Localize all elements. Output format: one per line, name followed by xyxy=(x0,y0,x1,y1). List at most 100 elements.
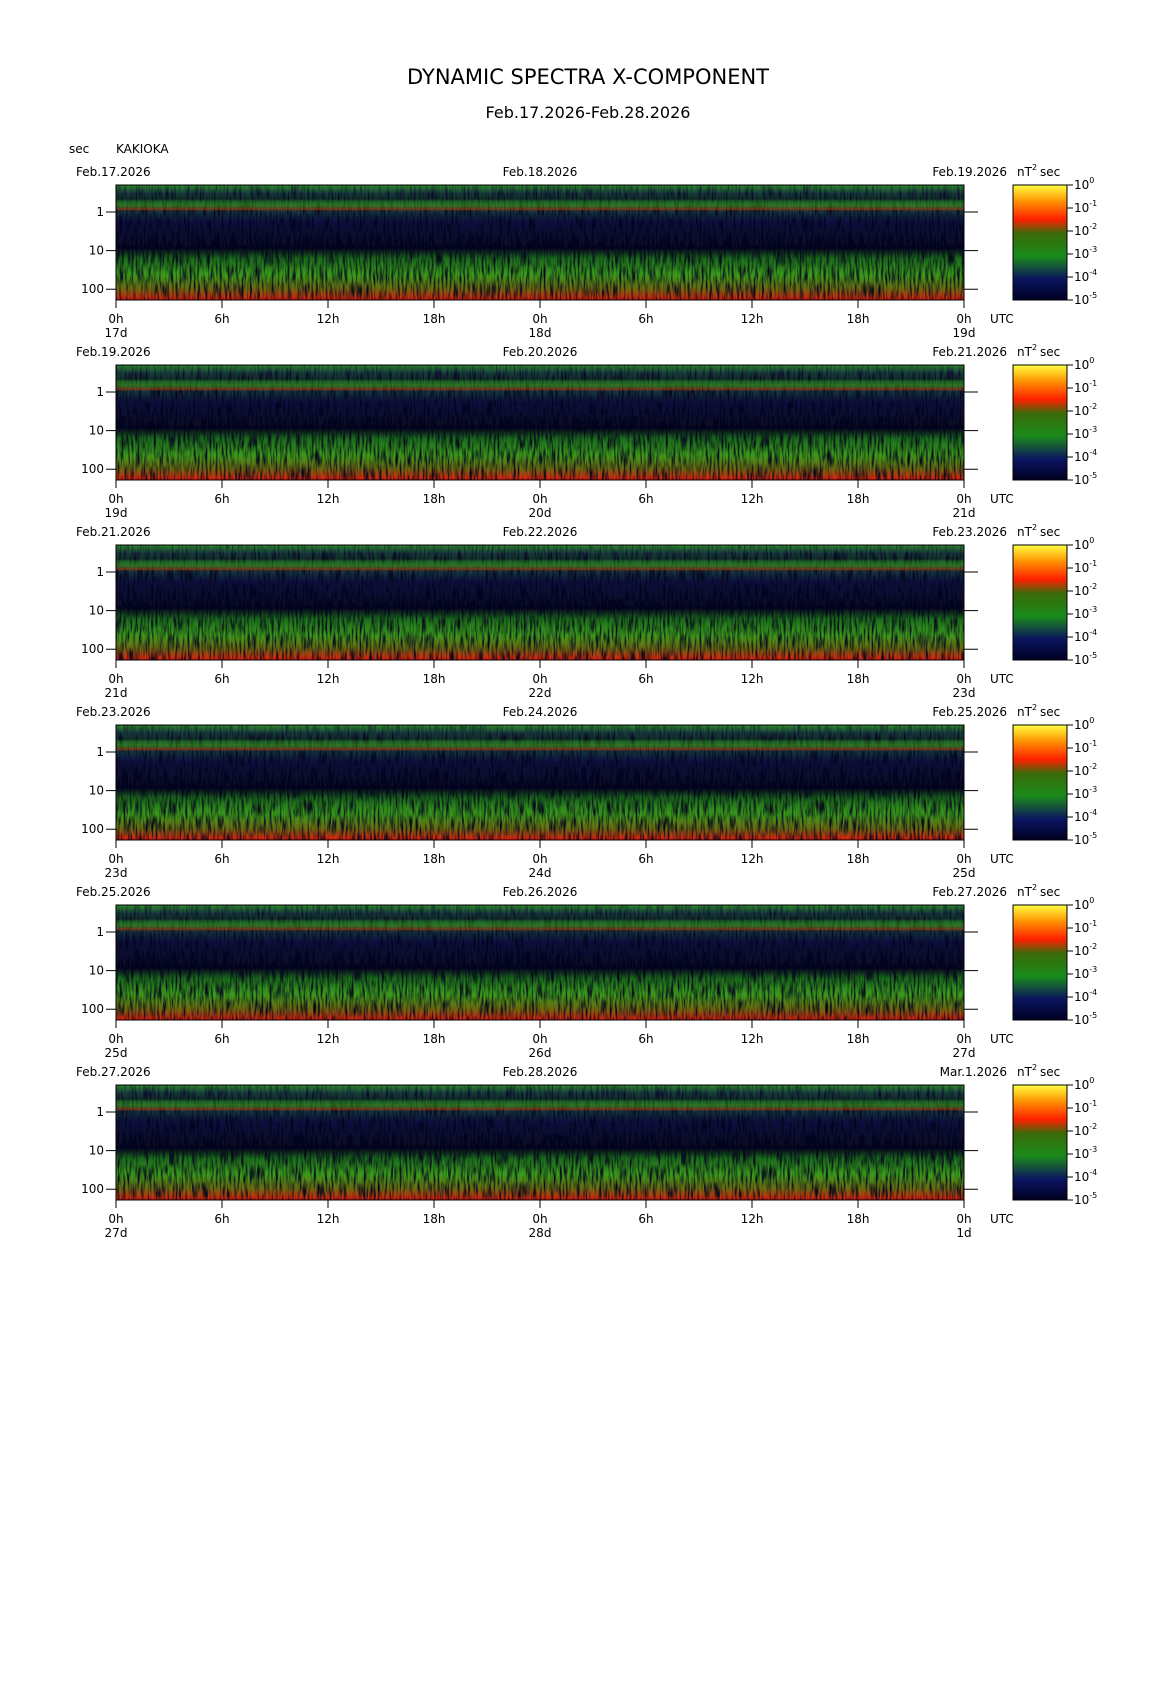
colorbar-tick-exp: -5 xyxy=(1089,291,1097,300)
date-label: Feb.28.2026 xyxy=(503,1065,578,1079)
colorbar-unit: nT2 sec xyxy=(1017,163,1060,179)
colorbar-tick-exp: -3 xyxy=(1089,425,1097,434)
x-tick-label: 18h xyxy=(847,1212,870,1226)
spectrum-upper xyxy=(116,1085,964,1111)
y-tick-label: 100 xyxy=(81,1002,104,1016)
date-label: Feb.21.2026 xyxy=(932,345,1007,359)
colorbar xyxy=(1012,1084,1068,1201)
colorbar-tick-label: 10-5 xyxy=(1074,291,1097,307)
colorbar-tick-base: 10 xyxy=(1074,741,1089,755)
x-unit: UTC xyxy=(990,492,1014,506)
colorbar-tick-exp: -5 xyxy=(1089,831,1097,840)
colorbar-tick-label: 100 xyxy=(1074,356,1094,372)
colorbar-tick-exp: -3 xyxy=(1089,965,1097,974)
y-tick-label: 100 xyxy=(81,822,104,836)
colorbar-tick-base: 10 xyxy=(1074,787,1089,801)
colorbar-unit-base: nT xyxy=(1017,165,1033,179)
colorbar-tick-base: 10 xyxy=(1074,1170,1089,1184)
x-tick-label: 18h xyxy=(423,672,446,686)
colorbar-tick-exp: 0 xyxy=(1089,176,1094,185)
date-label: Feb.26.2026 xyxy=(503,885,578,899)
y-tick-label: 1 xyxy=(96,205,104,219)
colorbar-tick-exp: -3 xyxy=(1089,1145,1097,1154)
colorbar-tick-label: 10-4 xyxy=(1074,628,1097,644)
day-label: 18d xyxy=(529,326,552,340)
x-tick-label: 0h xyxy=(108,672,123,686)
x-tick-label: 0h xyxy=(532,672,547,686)
day-label: 1d xyxy=(956,1226,971,1240)
spectrum-upper xyxy=(116,545,964,571)
y-unit: sec xyxy=(69,142,89,156)
x-tick-label: 18h xyxy=(847,852,870,866)
colorbar-tick-base: 10 xyxy=(1074,404,1089,418)
y-tick-label: 1 xyxy=(96,925,104,939)
colorbar-tick-label: 10-3 xyxy=(1074,425,1097,441)
x-tick-label: 0h xyxy=(532,1032,547,1046)
colorbar-tick-label: 10-2 xyxy=(1074,582,1097,598)
colorbar-tick-label: 10-3 xyxy=(1074,965,1097,981)
y-tick-label: 1 xyxy=(96,385,104,399)
colorbar-tick-base: 10 xyxy=(1074,201,1089,215)
colorbar-tick-label: 10-5 xyxy=(1074,471,1097,487)
colorbar-unit: nT2 sec xyxy=(1017,703,1060,719)
colorbar-tick-base: 10 xyxy=(1074,473,1089,487)
x-tick-label: 12h xyxy=(741,672,764,686)
x-tick-label: 12h xyxy=(741,1032,764,1046)
x-tick-label: 0h xyxy=(532,1212,547,1226)
day-label: 20d xyxy=(529,506,552,520)
colorbar-tick-exp: 0 xyxy=(1089,716,1094,725)
day-label: 25d xyxy=(953,866,976,880)
colorbar-tick-base: 10 xyxy=(1074,270,1089,284)
chart-subtitle: Feb.17.2026-Feb.28.2026 xyxy=(486,103,691,122)
date-label: Feb.27.2026 xyxy=(932,885,1007,899)
date-label: Feb.21.2026 xyxy=(76,525,151,539)
x-unit: UTC xyxy=(990,1212,1014,1226)
colorbar-tick-base: 10 xyxy=(1074,653,1089,667)
colorbar-tick-label: 10-2 xyxy=(1074,402,1097,418)
colorbar-tick-exp: -4 xyxy=(1089,1168,1097,1177)
day-label: 28d xyxy=(529,1226,552,1240)
colorbar-tick-base: 10 xyxy=(1074,810,1089,824)
spectrum-upper xyxy=(116,365,964,391)
y-tick-label: 10 xyxy=(89,244,104,258)
colorbar-tick-base: 10 xyxy=(1074,990,1089,1004)
colorbar-tick-exp: -3 xyxy=(1089,785,1097,794)
colorbar-tick-label: 10-3 xyxy=(1074,605,1097,621)
colorbar-tick-exp: -2 xyxy=(1089,762,1097,771)
colorbar-tick-exp: -2 xyxy=(1089,942,1097,951)
day-label: 23d xyxy=(105,866,128,880)
colorbar-tick-exp: -1 xyxy=(1089,739,1097,748)
colorbar-tick-base: 10 xyxy=(1074,898,1089,912)
colorbar-tick-base: 10 xyxy=(1074,1013,1089,1027)
colorbar-tick-exp: -5 xyxy=(1089,1011,1097,1020)
colorbar-tick-base: 10 xyxy=(1074,381,1089,395)
colorbar-tick-base: 10 xyxy=(1074,584,1089,598)
colorbar-unit-tail: sec xyxy=(1040,165,1060,179)
x-unit: UTC xyxy=(990,672,1014,686)
colorbar-unit-base: nT xyxy=(1017,705,1033,719)
x-tick-label: 18h xyxy=(423,492,446,506)
x-tick-label: 0h xyxy=(956,852,971,866)
x-tick-label: 12h xyxy=(317,492,340,506)
date-label: Feb.25.2026 xyxy=(932,705,1007,719)
day-label: 25d xyxy=(105,1046,128,1060)
day-label: 23d xyxy=(953,686,976,700)
x-tick-label: 0h xyxy=(108,1212,123,1226)
colorbar-tick-label: 10-1 xyxy=(1074,919,1097,935)
colorbar-tick-exp: 0 xyxy=(1089,896,1094,905)
y-tick-label: 100 xyxy=(81,642,104,656)
colorbar-tick-label: 10-5 xyxy=(1074,1011,1097,1027)
colorbar-unit-power: 2 xyxy=(1032,343,1037,352)
colorbar-tick-exp: -2 xyxy=(1089,222,1097,231)
x-tick-label: 0h xyxy=(956,672,971,686)
colorbar-tick-exp: 0 xyxy=(1089,536,1094,545)
colorbar-tick-label: 10-3 xyxy=(1074,1145,1097,1161)
day-label: 24d xyxy=(529,866,552,880)
colorbar-tick-base: 10 xyxy=(1074,538,1089,552)
colorbar-tick-base: 10 xyxy=(1074,1078,1089,1092)
x-tick-label: 0h xyxy=(956,1212,971,1226)
date-label: Feb.18.2026 xyxy=(503,165,578,179)
colorbar-tick-label: 10-1 xyxy=(1074,199,1097,215)
colorbar-tick-exp: -4 xyxy=(1089,268,1097,277)
day-label: 27d xyxy=(953,1046,976,1060)
